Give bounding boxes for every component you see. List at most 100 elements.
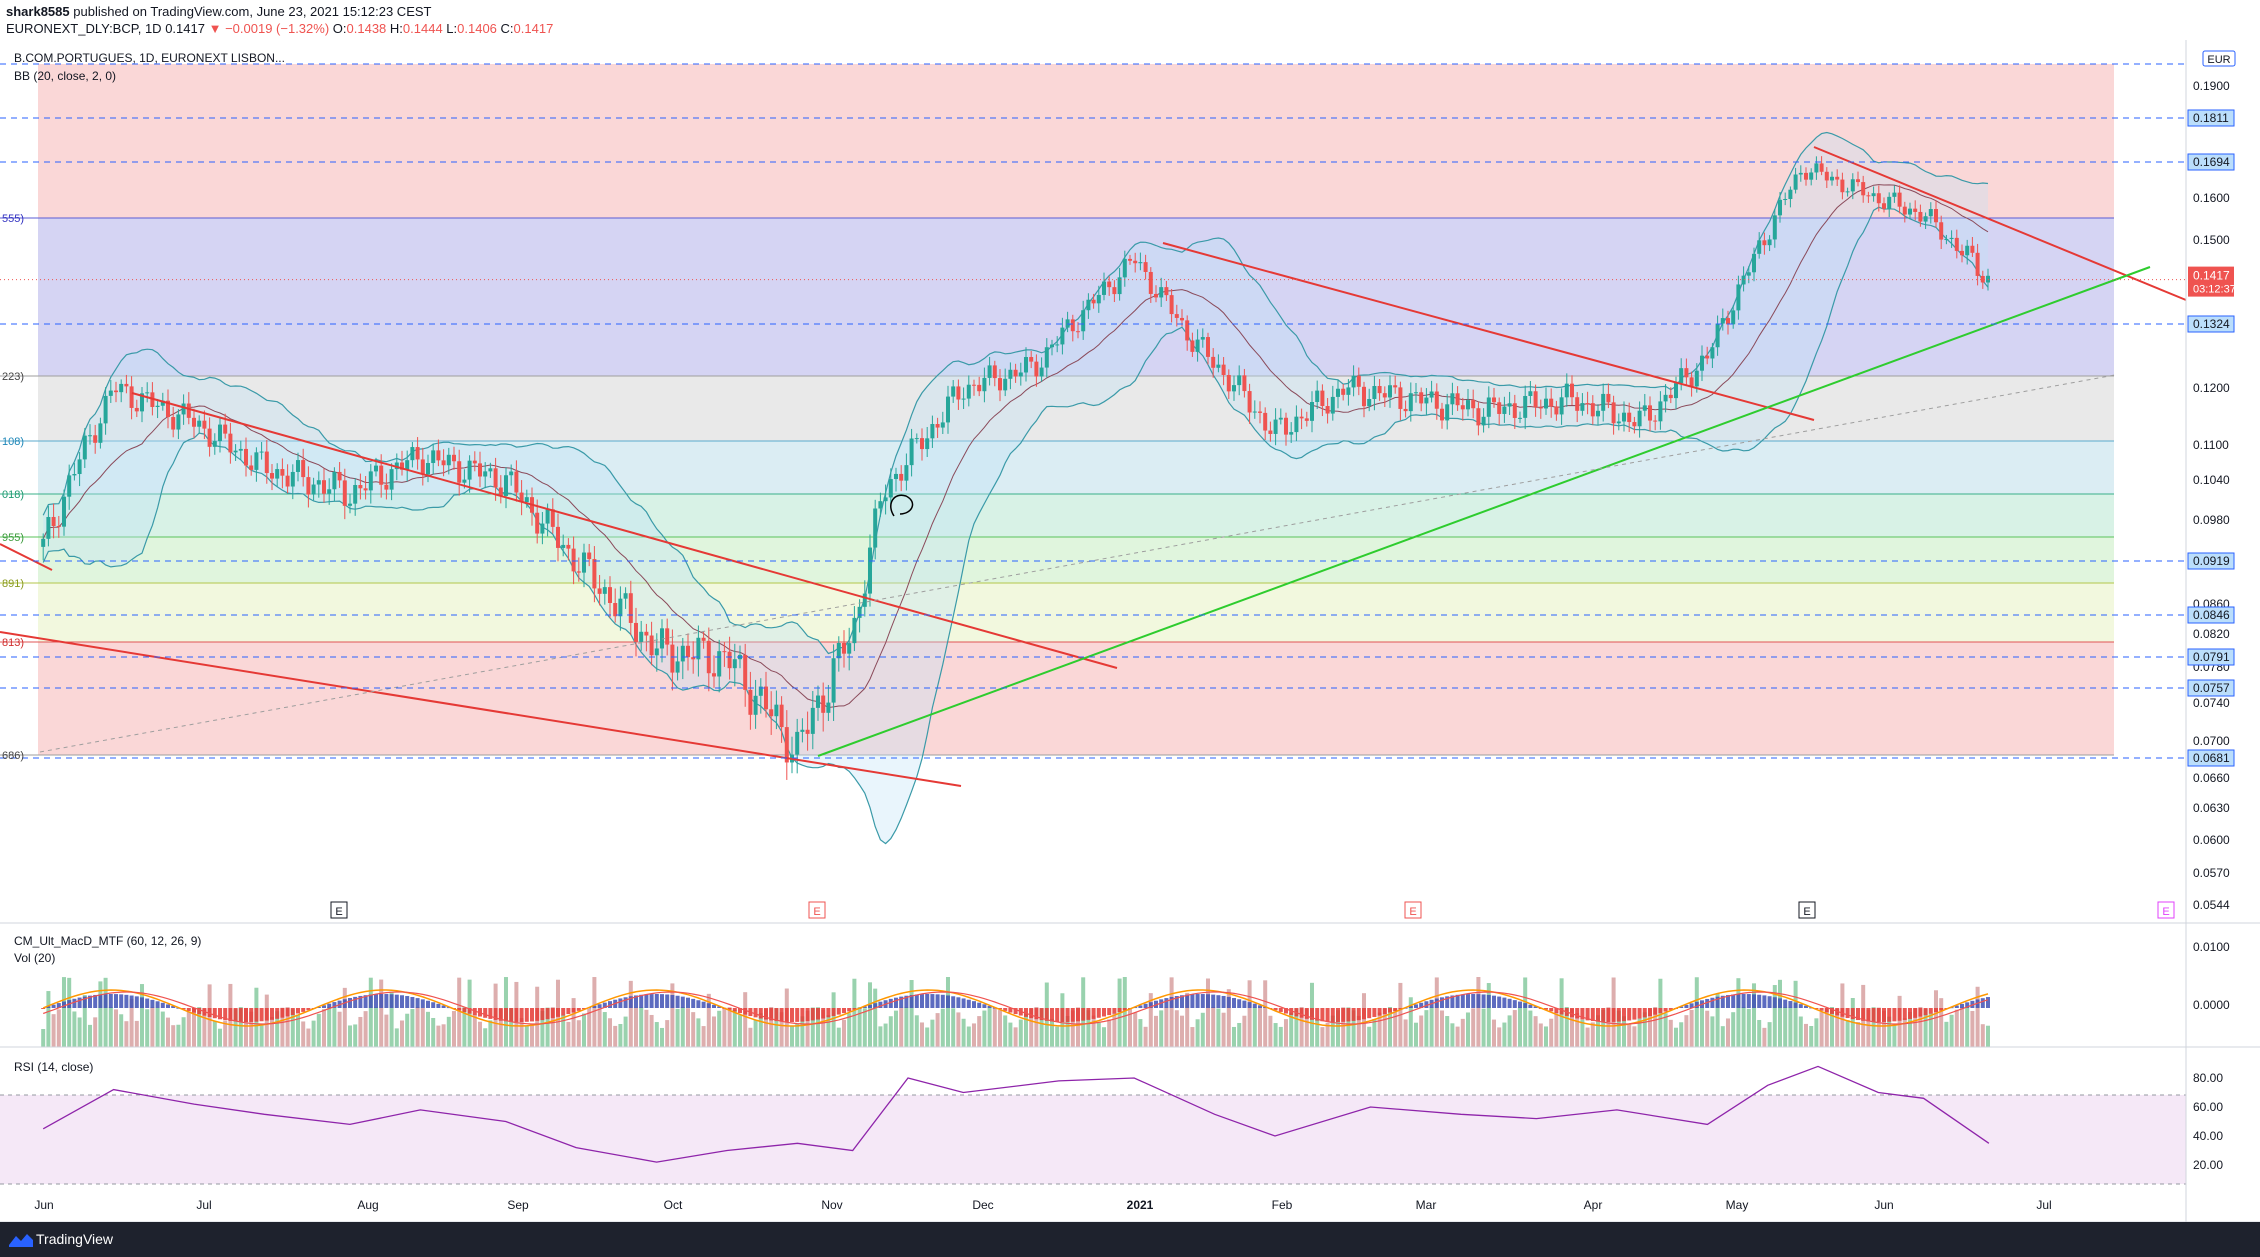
macd-bar-18 (134, 996, 139, 1008)
volume-bar-308 (1642, 1012, 1647, 1047)
volume-bar-235 (1263, 980, 1268, 1047)
author-name[interactable]: shark8585 (6, 4, 70, 19)
candle-body-151 (826, 702, 831, 713)
macd-bar-181 (982, 1004, 987, 1008)
volume-bar-340 (1809, 1026, 1814, 1047)
volume-bar-306 (1632, 1026, 1637, 1047)
volume-bar-77 (441, 1024, 446, 1047)
macd-bar-233 (1252, 1003, 1257, 1008)
candle-body-207 (1117, 277, 1122, 295)
volume-bar-42 (259, 1025, 264, 1047)
price-tag-4: 0.0846 (2193, 608, 2230, 622)
macd-bar-88 (498, 1008, 503, 1021)
macd-bar-83 (472, 1008, 477, 1016)
price-tag-6: 0.0757 (2193, 681, 2230, 695)
candle-body-150 (821, 695, 826, 713)
volume-bar-328 (1746, 1008, 1751, 1047)
macd-bar-292 (1559, 1008, 1564, 1015)
volume-bar-114 (633, 1007, 638, 1047)
volume-bar-178 (966, 1026, 971, 1047)
publish-info: published on TradingView.com, June 23, 2… (73, 4, 432, 19)
macd-bar-305 (1627, 1008, 1632, 1021)
volume-bar-369 (1959, 1007, 1964, 1047)
volume-bar-316 (1684, 1015, 1689, 1047)
macd-bar-40 (249, 1008, 254, 1022)
volume-bar-60 (353, 1024, 358, 1047)
tradingview-logo-icon[interactable] (8, 1231, 34, 1248)
volume-bar-199 (1075, 1007, 1080, 1047)
footer-brand[interactable]: TradingView (36, 1231, 114, 1247)
candle-body-183 (992, 365, 997, 379)
macd-bar-242 (1299, 1008, 1304, 1018)
volume-bar-88 (498, 1008, 503, 1047)
candle-body-111 (618, 598, 623, 617)
horizontal-price-lines (0, 63, 2186, 759)
candle-body-115 (639, 631, 644, 642)
volume-bar-278 (1486, 983, 1491, 1047)
symbol-name[interactable]: EURONEXT_DLY:BCP, 1D (6, 21, 162, 36)
candle-body-71 (410, 447, 415, 461)
macd-volume-pane[interactable]: CM_Ult_MacD_MTF (60, 12, 26, 9) Vol (20)… (14, 923, 2230, 1047)
candle-body-268 (1434, 391, 1439, 409)
volume-bar-362 (1923, 1008, 1928, 1047)
candle-body-283 (1512, 403, 1517, 418)
candle-body-218 (1174, 314, 1179, 318)
macd-bar-146 (800, 1008, 805, 1022)
candle-body-108 (602, 587, 607, 594)
volume-bar-131 (722, 1007, 727, 1047)
volume-bar-364 (1933, 990, 1938, 1047)
macd-bar-278 (1486, 994, 1491, 1008)
macd-bar-171 (930, 994, 935, 1008)
volume-bar-285 (1523, 977, 1528, 1047)
candle-body-262 (1403, 408, 1408, 412)
currency-badge[interactable]: EUR (2202, 50, 2236, 67)
volume-bar-361 (1918, 1007, 1923, 1047)
macd-bar-21 (150, 999, 155, 1008)
macd-bar-258 (1382, 1008, 1387, 1015)
candle-body-371 (1970, 245, 1975, 253)
fib-label-7: 686) (2, 750, 24, 762)
candle-body-201 (1086, 299, 1091, 311)
volume-bar-81 (462, 1007, 467, 1047)
candle-body-45 (275, 469, 280, 479)
fib-label-5: 891) (2, 578, 24, 590)
volume-bar-22 (155, 1007, 160, 1047)
candle-body-365 (1939, 222, 1944, 240)
y-ticks-rsi: 80.00 60.00 40.00 20.00 (2193, 1071, 2223, 1172)
candle-body-63 (368, 471, 373, 491)
earnings-marker-3: E (1803, 906, 1810, 918)
candle-body-39 (243, 448, 248, 466)
rsi-pane[interactable]: RSI (14, close) 80.00 60.00 40.00 20.00 (0, 1047, 2223, 1222)
candle-body-4 (61, 496, 66, 527)
macd-bar-187 (1013, 1008, 1018, 1015)
main-price-pane[interactable]: 0.1900 0.1600 0.1500 0.1200 0.1100 0.1040 0.09… (0, 40, 2236, 923)
trendline-5 (817, 266, 2151, 757)
candle-body-188 (1018, 372, 1023, 377)
volume-bar-284 (1517, 1007, 1522, 1047)
macd-bar-134 (737, 1008, 742, 1014)
volume-bar-295 (1575, 1013, 1580, 1047)
volume-bar-127 (701, 1026, 706, 1047)
chart-canvas[interactable]: 0.1900 0.1600 0.1500 0.1200 0.1100 0.1040 0.09… (0, 40, 2260, 1222)
volume-bar-358 (1902, 1018, 1907, 1047)
candle-body-118 (654, 648, 659, 656)
candle-body-104 (581, 552, 586, 573)
volume-bar-251 (1346, 1007, 1351, 1047)
macd-bar-35 (223, 1008, 228, 1021)
macd-bar-341 (1814, 1008, 1819, 1010)
candle-body-336 (1788, 189, 1793, 200)
candle-body-299 (1595, 410, 1600, 417)
time-axis[interactable]: Jun Jul Aug Sep Oct Nov Dec 2021 Feb Mar Apr May Jun… (34, 1198, 2051, 1212)
volume-bar-23 (160, 1011, 165, 1047)
volume-bar-157 (857, 1007, 862, 1047)
candle-body-245 (1315, 390, 1320, 402)
bollinger-bands (42, 131, 1989, 845)
macd-bar-205 (1107, 1008, 1112, 1016)
macd-bar-128 (706, 1003, 711, 1008)
volume-bar-124 (685, 1008, 690, 1047)
volume-bar-156 (852, 978, 857, 1047)
volume-bar-341 (1814, 1018, 1819, 1047)
x-tick-7: 2021 (1127, 1198, 1154, 1212)
volume-bar-296 (1580, 1019, 1585, 1047)
macd-bar-59 (347, 997, 352, 1008)
